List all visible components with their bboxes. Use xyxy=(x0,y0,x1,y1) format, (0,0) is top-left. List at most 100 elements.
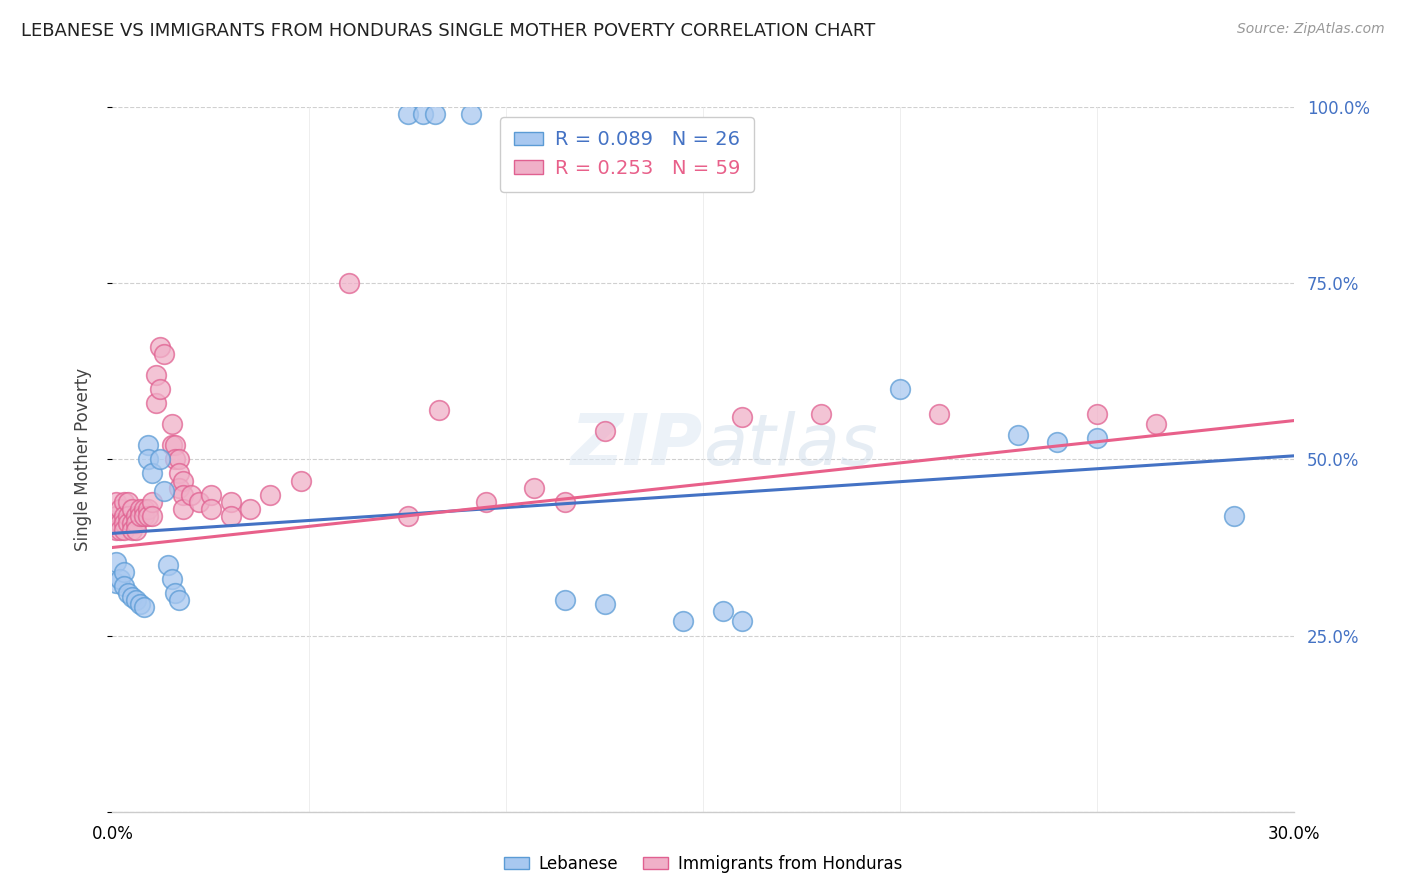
Point xyxy=(200,501,222,516)
Point xyxy=(105,494,128,508)
Point xyxy=(125,523,148,537)
Point xyxy=(112,565,135,579)
Point xyxy=(105,508,128,523)
Legend: Lebanese, Immigrants from Honduras: Lebanese, Immigrants from Honduras xyxy=(496,848,910,880)
Point xyxy=(1223,508,1246,523)
Point xyxy=(1144,417,1167,431)
Point xyxy=(523,481,546,495)
Point xyxy=(593,597,616,611)
Point xyxy=(125,508,148,523)
Point xyxy=(200,487,222,501)
Point xyxy=(129,597,152,611)
Point xyxy=(112,508,135,523)
Point xyxy=(1085,407,1108,421)
Point xyxy=(554,494,576,508)
Point xyxy=(169,593,191,607)
Point xyxy=(132,600,155,615)
Point xyxy=(129,508,152,523)
Y-axis label: Single Mother Poverty: Single Mother Poverty xyxy=(73,368,91,551)
Point xyxy=(731,410,754,425)
Point xyxy=(593,424,616,438)
Point xyxy=(889,382,911,396)
Point xyxy=(396,107,419,121)
Point xyxy=(145,396,167,410)
Point xyxy=(180,487,202,501)
Point xyxy=(141,508,163,523)
Point xyxy=(219,508,242,523)
Point xyxy=(165,586,187,600)
Point xyxy=(219,494,242,508)
Point xyxy=(129,501,152,516)
Point xyxy=(412,107,434,121)
Point xyxy=(152,346,174,360)
Point xyxy=(112,494,135,508)
Point xyxy=(110,523,132,537)
Point xyxy=(152,484,174,499)
Point xyxy=(475,494,498,508)
Point xyxy=(172,474,194,488)
Point xyxy=(156,558,179,573)
Point xyxy=(554,593,576,607)
Point xyxy=(117,494,139,508)
Point xyxy=(672,615,695,629)
Point xyxy=(1046,434,1069,449)
Point xyxy=(121,523,143,537)
Point xyxy=(117,586,139,600)
Point xyxy=(172,487,194,501)
Point xyxy=(110,501,132,516)
Point xyxy=(112,516,135,530)
Point xyxy=(1085,431,1108,445)
Point xyxy=(149,382,172,396)
Point xyxy=(136,508,159,523)
Point xyxy=(136,501,159,516)
Point xyxy=(145,368,167,382)
Point xyxy=(160,417,183,431)
Text: Source: ZipAtlas.com: Source: ZipAtlas.com xyxy=(1237,22,1385,37)
Point xyxy=(711,604,734,618)
Point xyxy=(125,593,148,607)
Point xyxy=(141,467,163,481)
Point xyxy=(290,474,312,488)
Point xyxy=(105,516,128,530)
Point xyxy=(149,340,172,354)
Point xyxy=(928,407,950,421)
Point xyxy=(239,501,262,516)
Point xyxy=(160,572,183,586)
Point xyxy=(112,579,135,593)
Point xyxy=(731,615,754,629)
Point xyxy=(105,575,128,590)
Point xyxy=(396,508,419,523)
Point xyxy=(165,438,187,452)
Point xyxy=(121,501,143,516)
Point xyxy=(425,107,447,121)
Point xyxy=(136,438,159,452)
Text: LEBANESE VS IMMIGRANTS FROM HONDURAS SINGLE MOTHER POVERTY CORRELATION CHART: LEBANESE VS IMMIGRANTS FROM HONDURAS SIN… xyxy=(21,22,876,40)
Point xyxy=(112,523,135,537)
Point xyxy=(117,508,139,523)
Point xyxy=(259,487,281,501)
Point xyxy=(121,590,143,604)
Point xyxy=(169,452,191,467)
Point xyxy=(117,516,139,530)
Point xyxy=(169,481,191,495)
Point xyxy=(125,516,148,530)
Text: atlas: atlas xyxy=(703,411,877,480)
Point xyxy=(132,501,155,516)
Point xyxy=(160,438,183,452)
Point xyxy=(165,452,187,467)
Point xyxy=(105,523,128,537)
Point xyxy=(121,516,143,530)
Point xyxy=(110,516,132,530)
Point xyxy=(460,107,482,121)
Point xyxy=(136,452,159,467)
Legend: R = 0.089   N = 26, R = 0.253   N = 59: R = 0.089 N = 26, R = 0.253 N = 59 xyxy=(501,117,754,192)
Point xyxy=(188,494,211,508)
Point xyxy=(337,277,360,291)
Point xyxy=(1007,427,1029,442)
Point xyxy=(427,403,450,417)
Point xyxy=(169,467,191,481)
Point xyxy=(110,572,132,586)
Point xyxy=(105,555,128,569)
Text: ZIP: ZIP xyxy=(571,411,703,480)
Point xyxy=(172,501,194,516)
